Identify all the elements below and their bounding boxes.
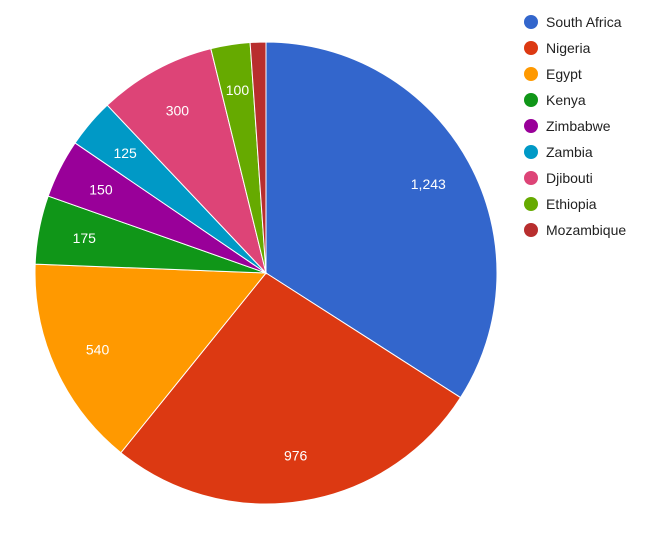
- pie-slice-djibouti[interactable]: [106, 48, 267, 275]
- pie-slice-labels: 1,243 976 540 175 150 125 300 100: [73, 82, 446, 463]
- legend-swatch-nigeria: [524, 41, 538, 55]
- pie-slice-south-africa[interactable]: [265, 41, 498, 399]
- slice-label-south-africa: 1,243: [411, 176, 446, 192]
- pie-slice-nigeria[interactable]: [120, 272, 462, 505]
- legend-swatch-south-africa: [524, 15, 538, 29]
- legend-item-zimbabwe[interactable]: Zimbabwe: [524, 118, 611, 134]
- legend-item-zambia[interactable]: Zambia: [524, 144, 593, 160]
- pie-slice-egypt[interactable]: [34, 263, 268, 454]
- pie-slice-mozambique[interactable]: [249, 41, 267, 274]
- legend-item-egypt[interactable]: Egypt: [524, 66, 582, 82]
- slice-label-ethiopia: 100: [226, 82, 250, 98]
- legend-label-mozambique: Mozambique: [546, 222, 626, 238]
- legend-swatch-mozambique: [524, 223, 538, 237]
- legend-label-egypt: Egypt: [546, 66, 582, 82]
- slice-label-djibouti: 300: [166, 103, 190, 119]
- legend-swatch-ethiopia: [524, 197, 538, 211]
- legend-swatch-egypt: [524, 67, 538, 81]
- slice-label-nigeria: 976: [284, 448, 308, 464]
- legend-label-djibouti: Djibouti: [546, 170, 593, 186]
- pie-slices: [34, 41, 498, 505]
- slice-label-egypt: 540: [86, 342, 110, 358]
- legend-item-south-africa[interactable]: South Africa: [524, 14, 622, 30]
- legend-label-ethiopia: Ethiopia: [546, 196, 597, 212]
- slice-label-zimbabwe: 150: [89, 181, 113, 197]
- legend-item-kenya[interactable]: Kenya: [524, 92, 586, 108]
- legend-label-zimbabwe: Zimbabwe: [546, 118, 611, 134]
- legend-item-nigeria[interactable]: Nigeria: [524, 40, 591, 56]
- slice-label-kenya: 175: [73, 230, 97, 246]
- legend-item-ethiopia[interactable]: Ethiopia: [524, 196, 597, 212]
- legend: South Africa Nigeria Egypt Kenya Zimbabwe Zam…: [524, 14, 626, 238]
- legend-item-mozambique[interactable]: Mozambique: [524, 222, 626, 238]
- legend-swatch-kenya: [524, 93, 538, 107]
- legend-swatch-zimbabwe: [524, 119, 538, 133]
- legend-swatch-djibouti: [524, 171, 538, 185]
- legend-item-djibouti[interactable]: Djibouti: [524, 170, 593, 186]
- legend-label-kenya: Kenya: [546, 92, 586, 108]
- legend-label-nigeria: Nigeria: [546, 40, 591, 56]
- slice-label-zambia: 125: [113, 145, 137, 161]
- legend-label-zambia: Zambia: [546, 144, 593, 160]
- legend-swatch-zambia: [524, 145, 538, 159]
- legend-label-south-africa: South Africa: [546, 14, 622, 30]
